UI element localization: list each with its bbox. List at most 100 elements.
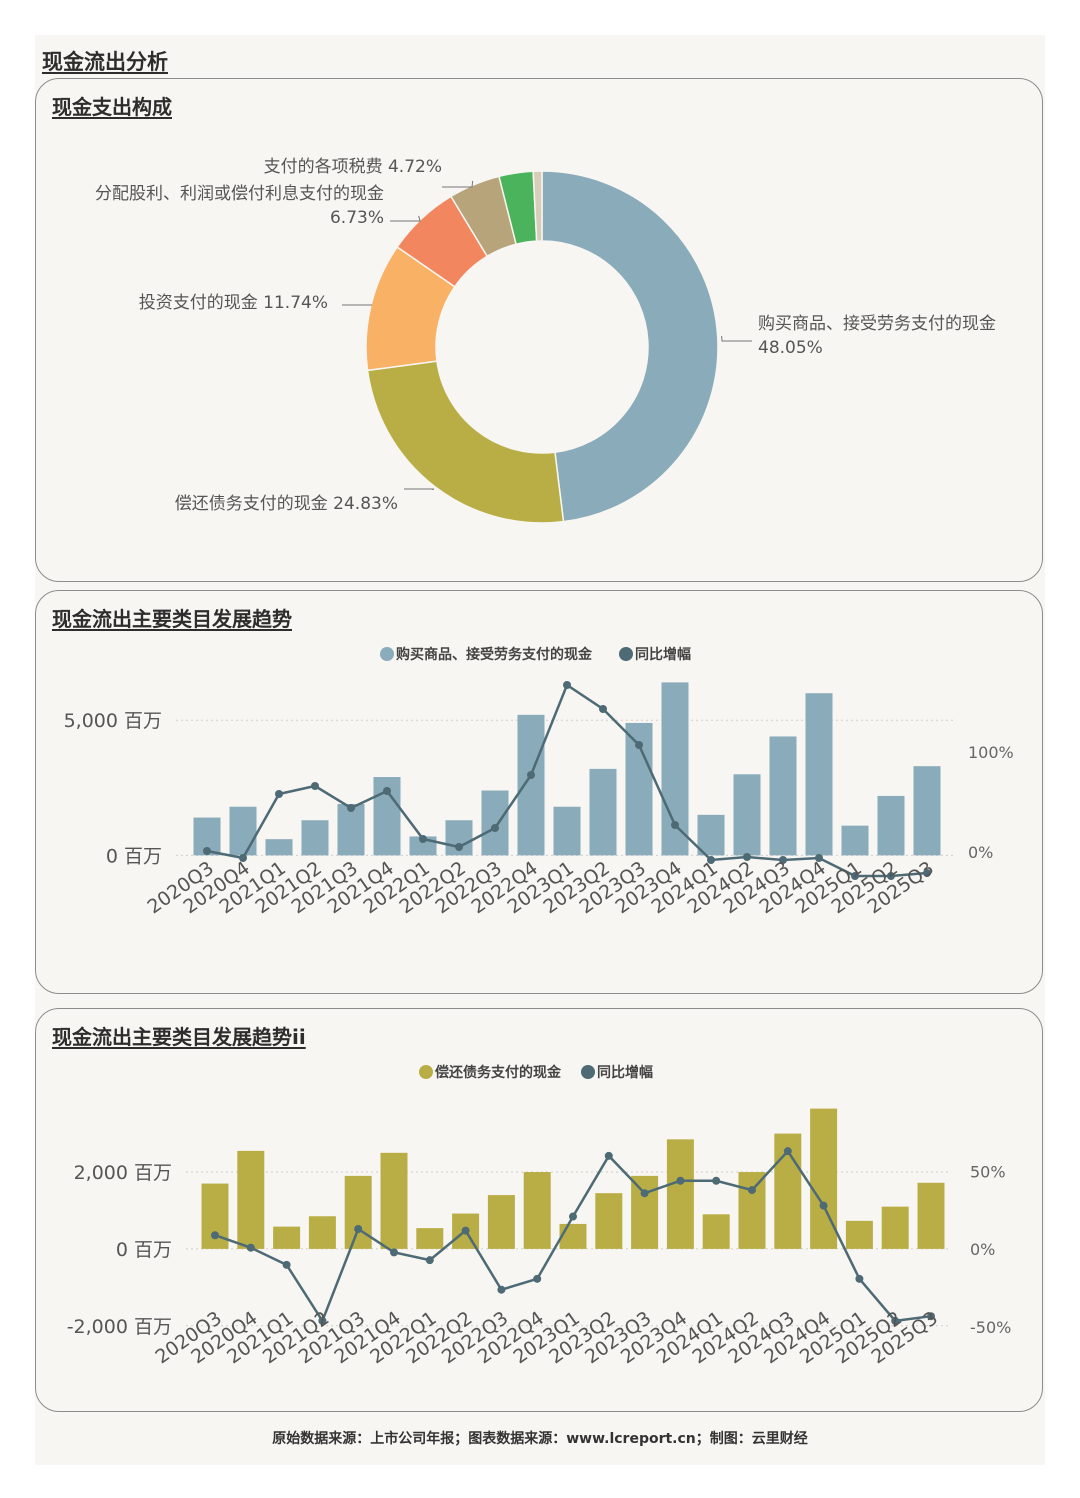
- bar: [769, 736, 797, 856]
- legend-marker-bar: [419, 1065, 433, 1079]
- bar: [913, 766, 941, 856]
- growth-point: [311, 782, 319, 790]
- pie-panel-title: 现金支出构成: [52, 95, 172, 119]
- bar: [631, 1175, 659, 1249]
- bar: [380, 1152, 408, 1249]
- pie-label: 投资支付的现金 11.74%: [139, 293, 328, 313]
- trend-panel-title: 现金流出主要类目发展趋势: [52, 607, 292, 631]
- growth-point: [599, 705, 607, 713]
- bar: [733, 774, 761, 856]
- bar: [553, 806, 581, 856]
- growth-point: [569, 1212, 577, 1221]
- growth-point: [635, 741, 643, 749]
- pie-value: 48.05%: [758, 338, 823, 358]
- bar: [805, 693, 833, 856]
- pie-label: 分配股利、利润或偿付利息支付的现金: [95, 184, 384, 204]
- bar: [877, 795, 905, 856]
- growth-point: [604, 1151, 613, 1160]
- growth-point: [491, 824, 499, 832]
- growth-point: [815, 854, 823, 862]
- bar: [841, 825, 869, 856]
- growth-point: [779, 856, 787, 864]
- pie-leader-line: [442, 180, 474, 188]
- growth-point: [855, 1274, 864, 1283]
- bar: [697, 814, 725, 856]
- growth-point: [383, 787, 391, 795]
- y-tick-label-right: 0%: [968, 843, 993, 862]
- growth-point: [707, 856, 715, 864]
- pie-leader-line: [721, 335, 752, 342]
- pie-value: 6.73%: [330, 208, 384, 228]
- pie-leader-line: [390, 215, 421, 222]
- bar: [702, 1214, 730, 1249]
- pie-label: 购买商品、接受劳务支付的现金: [758, 314, 996, 334]
- pie-label: 支付的各项税费 4.72%: [264, 157, 442, 177]
- growth-point: [640, 1189, 649, 1198]
- growth-point: [455, 843, 463, 851]
- bar: [487, 1195, 515, 1249]
- growth-point: [497, 1285, 506, 1294]
- bar: [559, 1223, 587, 1249]
- growth-point: [390, 1248, 398, 1257]
- growth-point: [851, 872, 859, 880]
- y-tick-label-right: 0%: [970, 1240, 995, 1259]
- trend-panel: 现金流出主要类目发展趋势 购买商品、接受劳务支付的现金 同比增幅 0 百万 5,000…: [35, 590, 1043, 994]
- growth-point: [527, 771, 535, 779]
- trend-panel-ii-title: 现金流出主要类目发展趋势ii: [52, 1025, 306, 1049]
- legend-label: 购买商品、接受劳务支付的现金: [396, 646, 593, 663]
- growth-point: [819, 1201, 828, 1210]
- bar: [523, 1172, 551, 1249]
- bar: [666, 1139, 694, 1249]
- y-tick-label-right: -50%: [970, 1318, 1011, 1337]
- growth-point: [211, 1231, 219, 1240]
- bar: [917, 1182, 945, 1249]
- bar: [265, 839, 293, 856]
- growth-point: [461, 1226, 470, 1235]
- growth-point: [354, 1225, 363, 1234]
- legend-label: 同比增幅: [597, 1064, 653, 1081]
- growth-point: [318, 1316, 327, 1325]
- growth-point: [783, 1147, 792, 1156]
- growth-point: [923, 869, 931, 877]
- growth-point: [203, 847, 211, 855]
- bar: [229, 806, 257, 856]
- bar: [416, 1228, 444, 1249]
- bar: [517, 714, 545, 856]
- pie-chart: 购买商品、接受劳务支付的现金 48.05% 偿还债务支付的现金 24.83% 投资支付…: [95, 157, 996, 524]
- growth-point: [563, 681, 571, 689]
- growth-point: [425, 1256, 434, 1265]
- growth-point: [891, 1316, 900, 1325]
- legend-marker-line: [581, 1065, 595, 1079]
- y-tick-label-right: 50%: [970, 1162, 1006, 1181]
- bar: [344, 1175, 372, 1249]
- growth-point: [275, 790, 283, 798]
- bar: [810, 1108, 838, 1249]
- bar: [301, 820, 329, 856]
- y-tick-label-left: 2,000 百万: [74, 1162, 172, 1184]
- growth-point: [743, 853, 751, 861]
- growth-point: [347, 804, 355, 812]
- y-tick-label-left: 0 百万: [106, 845, 162, 867]
- bar: [237, 1150, 265, 1249]
- bar: [881, 1206, 909, 1249]
- bar: [273, 1226, 301, 1249]
- bar: [738, 1172, 766, 1249]
- pie-slice: [532, 170, 543, 242]
- bar: [308, 1216, 336, 1249]
- bar: [845, 1220, 873, 1249]
- growth-point: [927, 1312, 935, 1321]
- pie-slice: [366, 360, 565, 524]
- growth-point: [239, 854, 247, 862]
- bar: [661, 682, 689, 856]
- bar: [595, 1193, 623, 1249]
- growth-point: [419, 835, 427, 843]
- legend-label: 同比增幅: [635, 646, 691, 663]
- legend-label: 偿还债务支付的现金: [435, 1064, 562, 1081]
- bar: [481, 790, 509, 856]
- bar: [589, 768, 617, 856]
- pie-label: 偿还债务支付的现金 24.83%: [175, 494, 398, 514]
- growth-point: [533, 1274, 542, 1283]
- trend-panel-ii: 现金流出主要类目发展趋势ii 偿还债务支付的现金 同比增幅 -2,000 百万 0 百…: [35, 1008, 1043, 1412]
- y-tick-label-right: 100%: [968, 743, 1014, 762]
